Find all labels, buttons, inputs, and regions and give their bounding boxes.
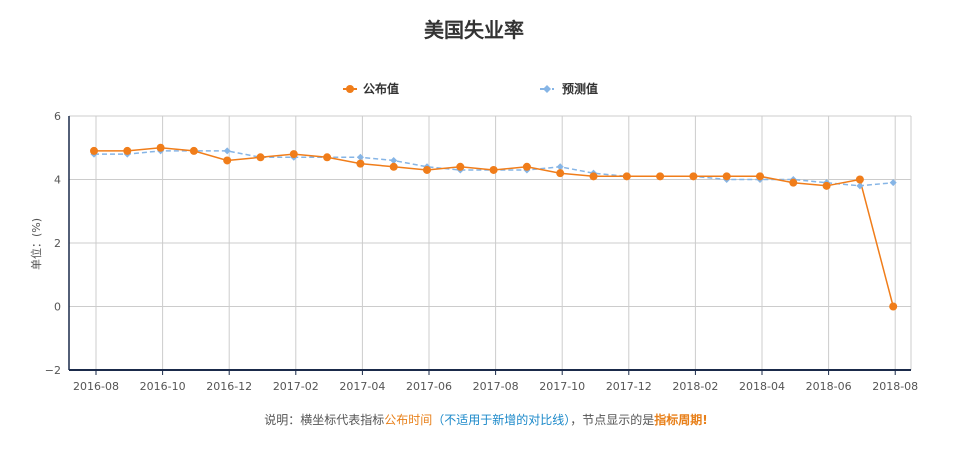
legend: 公布值 预测值 [343, 81, 598, 96]
data-point-published[interactable] [855, 175, 864, 184]
x-tick-label: 2016-12 [206, 380, 252, 393]
x-tick-label: 2018-04 [739, 380, 785, 393]
axes [68, 115, 912, 371]
data-point-published[interactable] [323, 153, 332, 162]
note-prefix: 说明：横坐标代表指标 [264, 413, 385, 427]
data-point-published[interactable] [522, 162, 531, 171]
y-tick-label: 6 [54, 110, 61, 123]
legend-label-forecast: 预测值 [562, 81, 598, 96]
x-axis-ticks: 2016-08 2016-10 2016-12 2017-02 2017-04 2017-… [73, 370, 918, 393]
chart-title: 美国失业率 [424, 18, 524, 42]
x-tick-label: 2017-10 [539, 380, 585, 393]
data-point-published[interactable] [256, 153, 265, 162]
x-tick-label: 2017-06 [406, 380, 452, 393]
x-tick-label: 2018-08 [872, 380, 918, 393]
data-point-forecast[interactable] [390, 156, 398, 164]
data-point-forecast[interactable] [356, 153, 364, 161]
legend-label-published: 公布值 [363, 81, 399, 96]
data-point-published[interactable] [356, 159, 365, 168]
x-tick-label: 2017-12 [606, 380, 652, 393]
chart-note: 说明：横坐标代表指标公布时间（不适用于新增的对比线），节点显示的是指标周期! [0, 411, 972, 428]
y-axis-label: 单位：(%) [29, 218, 43, 270]
x-tick-label: 2016-10 [140, 380, 186, 393]
series-points [90, 143, 898, 311]
x-tick-label: 2016-08 [73, 380, 119, 393]
data-point-forecast[interactable] [856, 182, 864, 190]
data-point-published[interactable] [223, 156, 232, 165]
x-tick-label: 2018-02 [672, 380, 718, 393]
legend-item-forecast[interactable]: 预测值 [540, 81, 598, 96]
y-tick-label: 2 [54, 237, 61, 250]
data-point-published[interactable] [656, 172, 665, 181]
data-point-published[interactable] [489, 165, 498, 174]
y-tick-label: 0 [54, 301, 61, 314]
data-point-published[interactable] [589, 172, 598, 181]
note-highlight-period: 指标周期! [654, 413, 708, 427]
data-point-published[interactable] [689, 172, 698, 181]
data-point-published[interactable] [822, 181, 831, 190]
data-point-published[interactable] [423, 165, 431, 174]
data-point-published[interactable] [789, 178, 798, 187]
data-point-published[interactable] [289, 150, 298, 159]
data-point-published[interactable] [622, 172, 631, 181]
data-point-published[interactable] [156, 143, 165, 152]
note-highlight-time: 公布时间 [384, 413, 433, 427]
note-middle: ，节点显示的是 [570, 413, 655, 427]
legend-item-published[interactable]: 公布值 [343, 81, 399, 96]
data-point-forecast[interactable] [556, 163, 564, 171]
x-tick-label: 2017-08 [473, 380, 519, 393]
data-point-published[interactable] [189, 146, 198, 155]
x-tick-label: 2018-06 [806, 380, 852, 393]
data-point-forecast[interactable] [889, 179, 897, 187]
data-point-published[interactable] [90, 146, 98, 155]
y-tick-label: −2 [45, 364, 61, 377]
data-point-published[interactable] [456, 162, 465, 171]
data-point-published[interactable] [889, 302, 898, 311]
x-tick-label: 2017-04 [339, 380, 385, 393]
note-paren: （不适用于新增的对比线） [432, 413, 571, 427]
y-axis-ticks: −2 0 2 4 6 [45, 110, 61, 377]
y-tick-label: 4 [54, 174, 61, 187]
data-point-published[interactable] [123, 146, 132, 155]
data-point-published[interactable] [722, 172, 731, 181]
data-point-published[interactable] [389, 162, 398, 171]
x-tick-label: 2017-02 [273, 380, 319, 393]
data-point-forecast[interactable] [223, 147, 231, 155]
data-point-published[interactable] [756, 172, 764, 181]
data-point-published[interactable] [556, 169, 565, 178]
